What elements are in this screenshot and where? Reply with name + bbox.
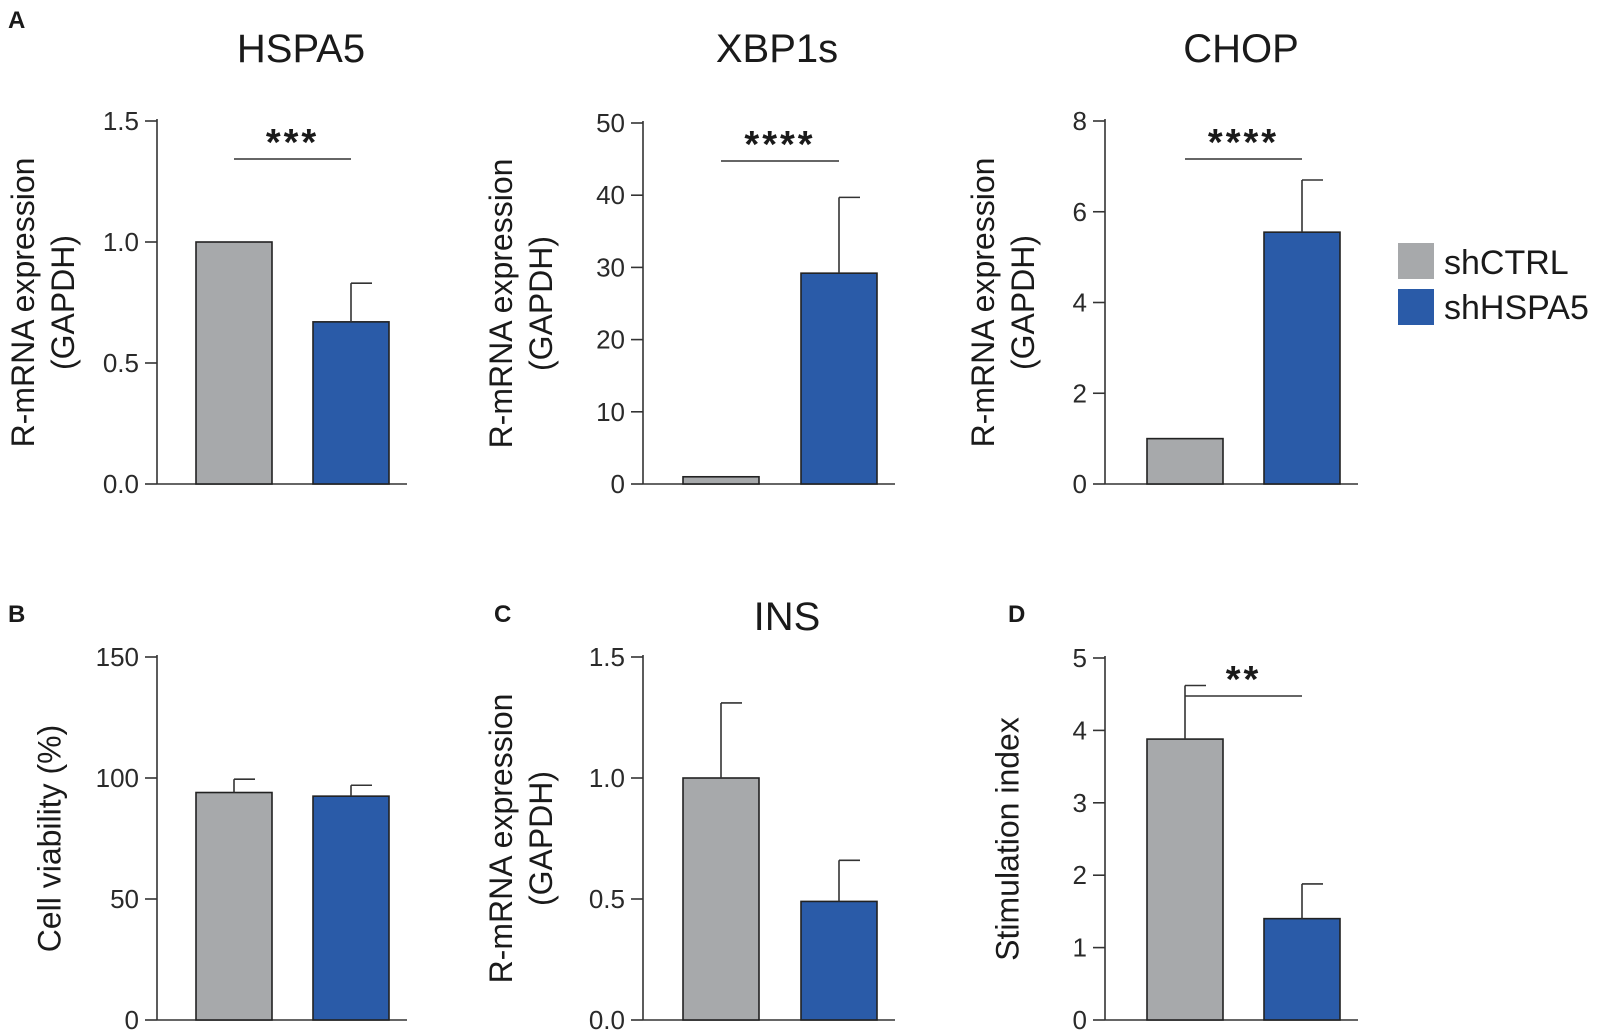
- significance-label: ****: [744, 124, 815, 166]
- chart-title: INS: [754, 595, 821, 639]
- y-axis-label-line: R-mRNA expression: [483, 159, 519, 449]
- y-tick-label: 1.5: [589, 642, 625, 672]
- legend: shCTRL shHSPA5: [1398, 243, 1589, 327]
- y-tick-label: 0: [125, 1005, 139, 1030]
- bar-shhspa5: [312, 795, 390, 1021]
- bar-shctrl: [1146, 738, 1224, 1021]
- y-tick-label: 50: [596, 108, 625, 138]
- y-tick-label: 0.0: [589, 1005, 625, 1030]
- panel-letter: D: [1008, 601, 1025, 628]
- significance-label: ****: [1208, 122, 1279, 164]
- chart-1: 0.0 0.5 1.0 1.5 *** HSPA5 A R-mRNA expression (G…: [5, 7, 407, 499]
- y-tick-label: 2: [1073, 378, 1087, 408]
- legend-label-shhspa5: shHSPA5: [1444, 289, 1589, 327]
- y-axis-label: R-mRNA expression (GAPDH): [483, 159, 559, 449]
- chart-5: 0.0 0.5 1.0 1.5 INS C R-mRNA expression (GAPDH): [483, 595, 895, 1030]
- y-axis-label: R-mRNA expression (GAPDH): [5, 158, 81, 448]
- chart-title: XBP1s: [716, 27, 838, 71]
- y-tick-label: 1: [1073, 933, 1087, 963]
- y-tick-label: 3: [1073, 788, 1087, 818]
- y-axis-label-line: (GAPDH): [1005, 235, 1041, 370]
- bar-shctrl: [195, 241, 273, 485]
- chart-6: 0 1 2 3 4 5 ** D Stimulation index: [989, 601, 1358, 1030]
- y-axis-label-line: (GAPDH): [45, 235, 81, 370]
- y-axis-label-line: (GAPDH): [523, 236, 559, 371]
- chart-3: 0 2 4 6 8 **** CHOP R-mRNA expression (GAPDH): [965, 27, 1358, 499]
- y-tick-label: 0.5: [589, 884, 625, 914]
- y-tick-label: 4: [1073, 715, 1087, 745]
- y-tick-label: 6: [1073, 197, 1087, 227]
- y-tick-label: 5: [1073, 643, 1087, 673]
- y-axis-label: Cell viability (%): [31, 725, 67, 953]
- y-tick-label: 0.0: [103, 469, 139, 499]
- panel-letter: C: [494, 601, 511, 628]
- chart-4: 0 50 100 150 B Cell viability (%): [8, 601, 407, 1030]
- y-axis-label-line: R-mRNA expression: [483, 694, 519, 984]
- y-tick-label: 20: [596, 325, 625, 355]
- y-tick-label: 0.5: [103, 348, 139, 378]
- bar-shhspa5: [800, 272, 878, 485]
- y-tick-label: 1.5: [103, 106, 139, 136]
- y-tick-label: 40: [596, 180, 625, 210]
- y-tick-label: 2: [1073, 860, 1087, 890]
- bar-shhspa5: [312, 321, 390, 485]
- bar-shhspa5: [800, 900, 878, 1021]
- bar-shhspa5: [1263, 231, 1341, 485]
- y-tick-label: 4: [1073, 288, 1087, 318]
- y-tick-label: 30: [596, 252, 625, 282]
- legend-label-shctrl: shCTRL: [1444, 244, 1569, 282]
- chart-2: 0 10 20 30 40 50 **** XBP1s R-mRNA expression (GA…: [483, 27, 895, 499]
- y-tick-label: 100: [96, 763, 139, 793]
- y-tick-label: 0: [1073, 1005, 1087, 1030]
- legend-swatch-shctrl: [1398, 243, 1434, 279]
- panel-letter: A: [8, 7, 25, 34]
- chart-title: HSPA5: [237, 27, 365, 71]
- y-tick-label: 150: [96, 642, 139, 672]
- bar-shctrl: [682, 475, 760, 485]
- y-tick-label: 8: [1073, 106, 1087, 136]
- significance-label: **: [1226, 659, 1262, 701]
- y-tick-label: 10: [596, 397, 625, 427]
- y-tick-label: 1.0: [589, 763, 625, 793]
- y-axis-label: R-mRNA expression (GAPDH): [965, 158, 1041, 448]
- bar-shctrl: [682, 777, 760, 1021]
- significance-label: ***: [266, 122, 319, 164]
- y-tick-label: 50: [110, 884, 139, 914]
- y-tick-label: 0: [611, 469, 625, 499]
- chart-title: CHOP: [1183, 27, 1299, 71]
- legend-swatch-shhspa5: [1398, 289, 1434, 325]
- y-axis-label-line: R-mRNA expression: [5, 158, 41, 448]
- y-axis-label: Stimulation index: [989, 717, 1025, 961]
- y-tick-label: 0: [1073, 469, 1087, 499]
- panel-letter: B: [8, 601, 25, 628]
- y-axis-label: R-mRNA expression (GAPDH): [483, 694, 559, 984]
- y-axis-label-line: (GAPDH): [523, 771, 559, 906]
- bar-shhspa5: [1263, 917, 1341, 1021]
- y-axis-label-line: R-mRNA expression: [965, 158, 1001, 448]
- bar-shctrl: [195, 791, 273, 1021]
- y-tick-label: 1.0: [103, 227, 139, 257]
- bar-shctrl: [1146, 437, 1224, 485]
